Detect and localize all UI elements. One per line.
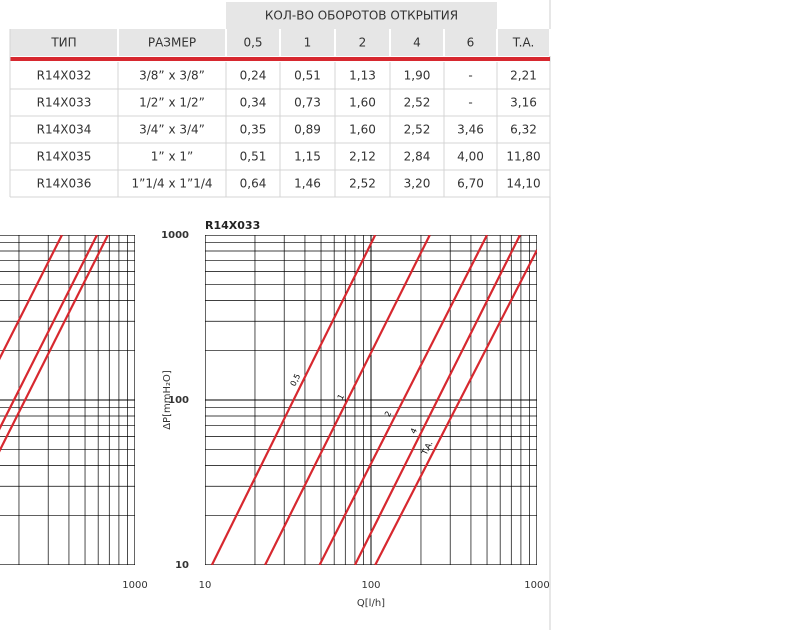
data-line — [353, 235, 521, 565]
cell: 0,34 — [240, 96, 267, 110]
column-header: 4 — [413, 36, 421, 50]
cell: 1” x 1” — [151, 150, 193, 164]
cell: R14X033 — [37, 96, 92, 110]
x-tick-label: 100 — [361, 580, 380, 591]
cell: 4,00 — [457, 150, 484, 164]
y-tick-label: 1000 — [161, 230, 189, 241]
cell: 3,46 — [457, 123, 484, 137]
data-line — [318, 235, 489, 565]
cell: 1,13 — [349, 69, 376, 83]
column-header: 2 — [359, 36, 367, 50]
line-label: 1 — [336, 393, 346, 402]
cell: 1,90 — [404, 69, 431, 83]
cell: 2,12 — [349, 150, 376, 164]
cell: 0,24 — [240, 69, 267, 83]
x-tick-label: 1000 — [524, 580, 549, 591]
cell: 2,52 — [404, 123, 431, 137]
cell: R14X036 — [37, 177, 92, 191]
column-header: 1 — [304, 36, 312, 50]
data-line — [0, 235, 109, 453]
cell: 1,15 — [294, 150, 321, 164]
cell: 2,52 — [404, 96, 431, 110]
y-axis-label: ΔP[mmH₂O] — [162, 370, 173, 430]
line-label: 4 — [409, 427, 419, 436]
cell: R14X035 — [37, 150, 92, 164]
cell: 0,51 — [240, 150, 267, 164]
cell: R14X034 — [37, 123, 92, 137]
column-header: T.A. — [512, 36, 535, 50]
line-label: 2 — [383, 410, 393, 419]
cell: 0,64 — [240, 177, 267, 191]
cell: 6,70 — [457, 177, 484, 191]
cell: 1,60 — [349, 96, 376, 110]
cell: 0,51 — [294, 69, 321, 83]
data-line — [210, 235, 377, 565]
cell: 2,21 — [510, 69, 537, 83]
cell: R14X032 — [37, 69, 92, 83]
cell: 6,32 — [510, 123, 537, 137]
cell: 0,73 — [294, 96, 321, 110]
group-header-bg — [226, 2, 497, 29]
cell: 3,20 — [404, 177, 431, 191]
cell: 14,10 — [506, 177, 540, 191]
cell: 3/8” x 3/8” — [139, 69, 205, 83]
data-line — [0, 235, 63, 361]
chart — [205, 235, 537, 565]
cell: 1,46 — [294, 177, 321, 191]
group-header: КОЛ-ВО ОБОРОТОВ ОТКРЫТИЯ — [265, 9, 458, 23]
column-header: РАЗМЕР — [148, 36, 196, 50]
x-tick-label: 1000 — [122, 580, 147, 591]
cell: 0,89 — [294, 123, 321, 137]
data-line — [374, 249, 537, 565]
data-line — [0, 235, 98, 431]
column-header: 6 — [467, 36, 475, 50]
x-axis-label: Q[l/h] — [357, 598, 385, 609]
cell: 1”1/4 x 1”1/4 — [131, 177, 212, 191]
cell: - — [468, 96, 472, 110]
chart — [0, 235, 135, 565]
cell: 11,80 — [506, 150, 540, 164]
cell: 1,60 — [349, 123, 376, 137]
cell: 3/4” x 3/4” — [139, 123, 205, 137]
column-header: ТИП — [50, 36, 76, 50]
cell: - — [468, 69, 472, 83]
x-tick-label: 10 — [199, 580, 212, 591]
chart-title: R14X033 — [205, 219, 260, 232]
cell: 3,16 — [510, 96, 537, 110]
cell: 1/2” x 1/2” — [139, 96, 205, 110]
data-line — [264, 235, 431, 565]
column-header: 0,5 — [243, 36, 262, 50]
cell: 2,84 — [404, 150, 431, 164]
header-rule — [10, 57, 550, 61]
cell: 2,52 — [349, 177, 376, 191]
y-tick-label: 100 — [168, 395, 189, 406]
cell: 0,35 — [240, 123, 267, 137]
y-tick-label: 10 — [175, 560, 189, 571]
